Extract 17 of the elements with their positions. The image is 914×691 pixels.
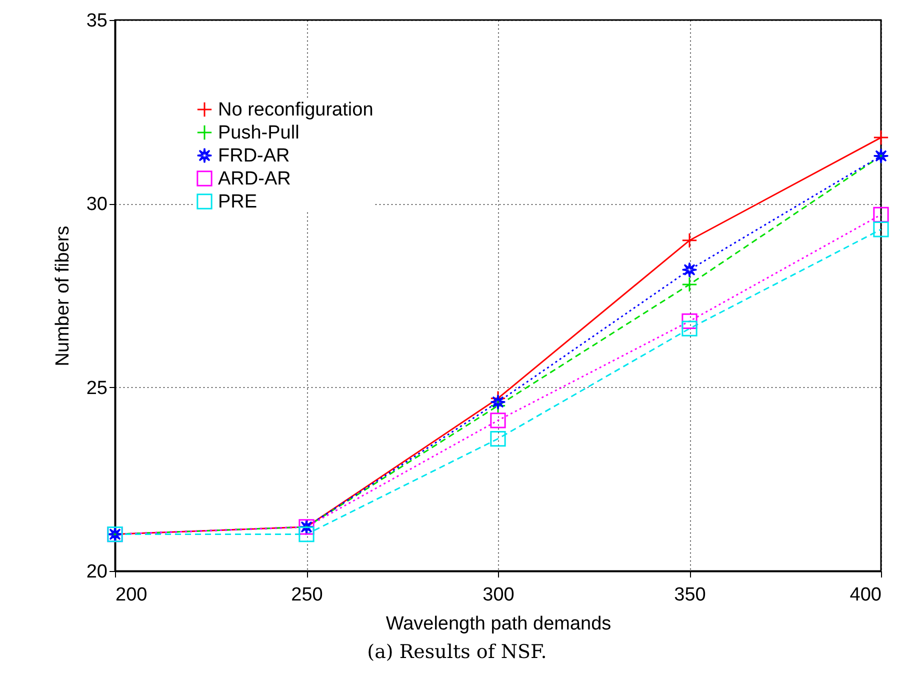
legend-label: No reconfiguration [218, 100, 374, 120]
legend-label: PRE [218, 192, 258, 212]
x-tick-label: 200 [116, 584, 148, 606]
y-tick-label: 25 [86, 378, 108, 399]
x-axis-title: Wavelength path demands [386, 614, 612, 634]
x-tick-label: 250 [291, 584, 323, 606]
legend-label: FRD-AR [218, 146, 290, 166]
y-tick-label: 35 [86, 10, 108, 32]
y-axis-title: Number of fibers [52, 226, 74, 366]
legend-label: ARD-AR [218, 168, 291, 190]
x-tick-label: 400 [850, 584, 882, 606]
text: (a) Results of NSF. [366, 641, 548, 663]
x-tick-label: 300 [482, 584, 514, 606]
legend-label: Push-Pull [218, 122, 300, 144]
y-tick-label: 30 [86, 194, 108, 216]
x-tick-label: 350 [674, 584, 706, 606]
y-tick-label: 20 [86, 562, 108, 582]
